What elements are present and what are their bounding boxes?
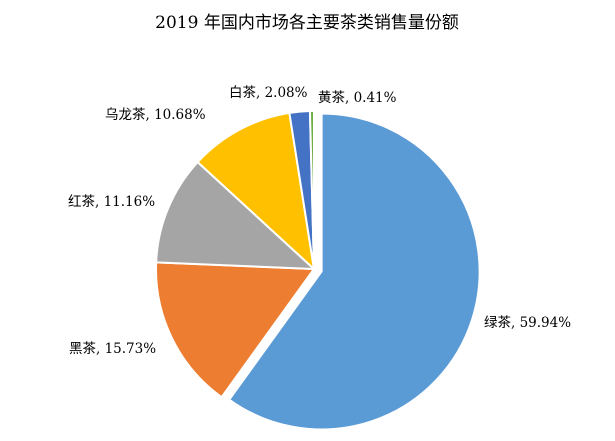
pie-slice-5	[308, 109, 315, 270]
pie-slice-2	[155, 161, 315, 270]
pie-label-0: 绿茶, 59.94%	[484, 315, 571, 331]
pie-label-3: 乌龙茶, 10.68%	[105, 107, 206, 123]
pie-label-5: 黄茶, 0.41%	[318, 90, 397, 106]
pie-label-2: 红茶, 11.16%	[68, 194, 155, 210]
pie-label-4: 白茶, 2.08%	[229, 85, 308, 101]
pie-slice-3	[196, 111, 315, 270]
chart-title: 2019 年国内市场各主要茶类销售量份额	[155, 13, 459, 33]
pie-slices	[155, 109, 481, 431]
pie-slice-0	[228, 112, 481, 431]
pie-label-1: 黑茶, 15.73%	[69, 341, 156, 357]
pie-labels: 绿茶, 59.94% 黑茶, 15.73% 红茶, 11.16% 乌龙茶, 10.68…	[68, 85, 571, 357]
pie-slice-1	[155, 261, 315, 399]
